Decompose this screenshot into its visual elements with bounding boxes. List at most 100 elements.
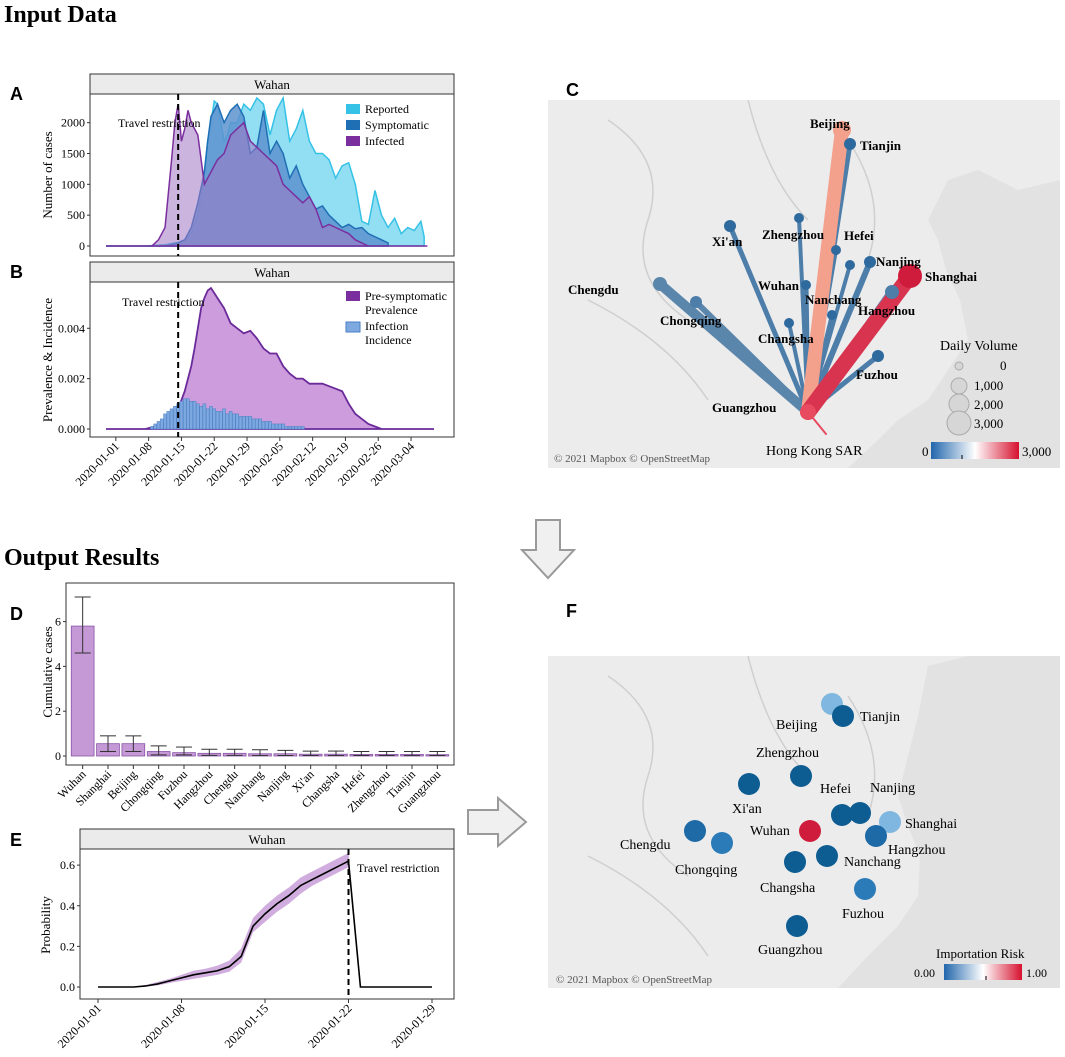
panel-letter-b: B xyxy=(10,262,23,282)
incidence-bar xyxy=(150,426,154,430)
incidence-bar xyxy=(166,411,171,430)
panel-a-ytick-label: 1000 xyxy=(61,177,85,191)
label-hangzhou: Hangzhou xyxy=(858,303,915,318)
panel-d-plot-area xyxy=(65,582,455,766)
risk-nanchang xyxy=(816,845,838,867)
panel-e-xtick-label: 2020-01-29 xyxy=(389,1001,438,1050)
map-f-legend-title: Importation Risk xyxy=(936,946,1025,961)
incidence-bar xyxy=(278,423,282,430)
panel-d-chart: WuhanShanghaiBeijingChongqingFuzhouHangz… xyxy=(40,582,455,816)
flow-chongqing xyxy=(693,299,811,415)
label-changsha: Changsha xyxy=(758,331,814,346)
map-f-nodes xyxy=(684,693,901,937)
legend-swatch-infected xyxy=(346,136,360,146)
legend-label-incidence-line1: Infection xyxy=(365,319,408,333)
incidence-bar xyxy=(248,416,253,430)
panel-a-chart: Wahan 0 500 1000 1500 2000 Reported Symptomati… xyxy=(40,73,455,257)
incidence-bar xyxy=(294,426,298,430)
map-f-labels: Beijing Tianjin Zhengzhou Hefei Nanjing … xyxy=(620,710,957,958)
incidence-bar xyxy=(160,418,164,430)
panel-e-ylabel: Probability xyxy=(38,896,53,954)
map-c-legend: Daily Volume 0 1,000 2,000 3,000 0 3,000 xyxy=(922,339,1051,459)
f-label-nanjing: Nanjing xyxy=(870,781,915,796)
risk-xian xyxy=(738,773,760,795)
map-f: Beijing Tianjin Zhengzhou Hefei Nanjing … xyxy=(548,656,1060,988)
label-wuhan: Wuhan xyxy=(758,278,800,293)
label-tianjin: Tianjin xyxy=(860,138,902,153)
incidence-bar xyxy=(228,411,233,430)
node-beijing xyxy=(833,121,851,139)
panel-b-annotation: Travel restriction xyxy=(122,295,205,309)
incidence-bar xyxy=(182,398,187,430)
incidence-bar xyxy=(199,406,203,430)
incidence-bar xyxy=(235,413,239,430)
map-c-colorbar-min: 0 xyxy=(922,444,929,459)
incidence-bar xyxy=(271,423,276,430)
panel-letter-e: E xyxy=(10,830,23,850)
panel-letter-c: C xyxy=(566,80,579,100)
flow-xian xyxy=(727,223,811,415)
panel-e-ytick-label: 0.2 xyxy=(60,939,75,953)
panel-a-series-layer: 0 500 1000 1500 2000 Reported Symptomatic Infec… xyxy=(61,94,429,256)
map-f-legend: Importation Risk 0.00 1.00 xyxy=(914,946,1047,980)
legend-volume-1000-label: 1,000 xyxy=(974,378,1003,393)
map-c-flows xyxy=(655,123,918,435)
incidence-bar xyxy=(215,411,220,430)
legend-swatch-symptomatic xyxy=(346,120,360,130)
f-label-fuzhou: Fuzhou xyxy=(842,907,884,922)
panel-letter-a: A xyxy=(10,84,23,104)
panel-e-ytick-label: 0.4 xyxy=(60,899,75,913)
incidence-bar xyxy=(196,403,200,430)
label-chongqing: Chongqing xyxy=(660,313,722,328)
risk-fuzhou xyxy=(854,878,876,900)
f-label-nanchang: Nanchang xyxy=(844,855,901,870)
node-hangzhou xyxy=(885,285,899,299)
risk-chongqing xyxy=(711,832,733,854)
prevalence-area xyxy=(106,286,434,430)
probability-line xyxy=(98,859,432,988)
risk-nanjing xyxy=(849,802,871,824)
legend-swatch-incidence xyxy=(345,321,361,333)
f-label-shanghai: Shanghai xyxy=(905,817,957,832)
node-chongqing xyxy=(690,296,702,308)
incidence-bar xyxy=(202,403,207,430)
risk-shanghai xyxy=(879,811,901,833)
node-fuzhou xyxy=(872,350,884,362)
legend-label-symptomatic: Symptomatic xyxy=(365,118,429,132)
incidence-bar xyxy=(173,406,177,430)
label-fuzhou: Fuzhou xyxy=(856,367,898,382)
incidence-bar xyxy=(156,421,161,430)
risk-changsha xyxy=(784,851,806,873)
panel-a-ylabel: Number of cases xyxy=(40,131,55,218)
panel-e-chart: Wuhan 0.0 0.2 0.4 0.6 2020-01-01 2020-01-08 20… xyxy=(38,828,455,1051)
node-tianjin xyxy=(844,138,856,150)
incidence-bar xyxy=(232,413,236,430)
panel-e-xtick-label: 2020-01-22 xyxy=(305,1001,354,1050)
legend-volume-0 xyxy=(954,361,964,371)
panel-b-ylabel: Prevalence & Incidence xyxy=(40,298,55,422)
incidence-bar xyxy=(245,416,249,430)
legend-swatch-prevalence xyxy=(346,291,360,301)
incidence-bar xyxy=(258,418,262,430)
node-wuhan xyxy=(801,280,811,290)
input-data-title: Input Data xyxy=(4,2,117,28)
node-hefei xyxy=(831,245,841,255)
panel-e-xtick-label: 2020-01-01 xyxy=(55,1001,104,1050)
incidence-bar xyxy=(297,426,302,430)
panel-a-annotation: Travel restriction xyxy=(118,116,201,130)
node-chengdu xyxy=(653,277,667,291)
panel-letter-f: F xyxy=(566,601,577,621)
incidence-bar xyxy=(225,413,230,430)
incidence-bar xyxy=(251,418,256,430)
map-c-sea xyxy=(848,170,1060,468)
map-f-borders xyxy=(587,656,876,957)
map-f-credit: © 2021 Mapbox © OpenStreetMap xyxy=(556,974,713,986)
panel-d-ytick-label: 0 xyxy=(55,749,61,763)
panel-a-ytick-label: 0 xyxy=(79,239,85,253)
legend-label-prevalence-line1: Pre-symptomatic xyxy=(365,289,447,303)
right-arrow-icon xyxy=(467,795,528,849)
panel-d-ylabel: Cumulative cases xyxy=(40,626,55,717)
map-f-colorbar xyxy=(944,964,1022,980)
map-f-colorbar-max: 1.00 xyxy=(1026,966,1047,980)
